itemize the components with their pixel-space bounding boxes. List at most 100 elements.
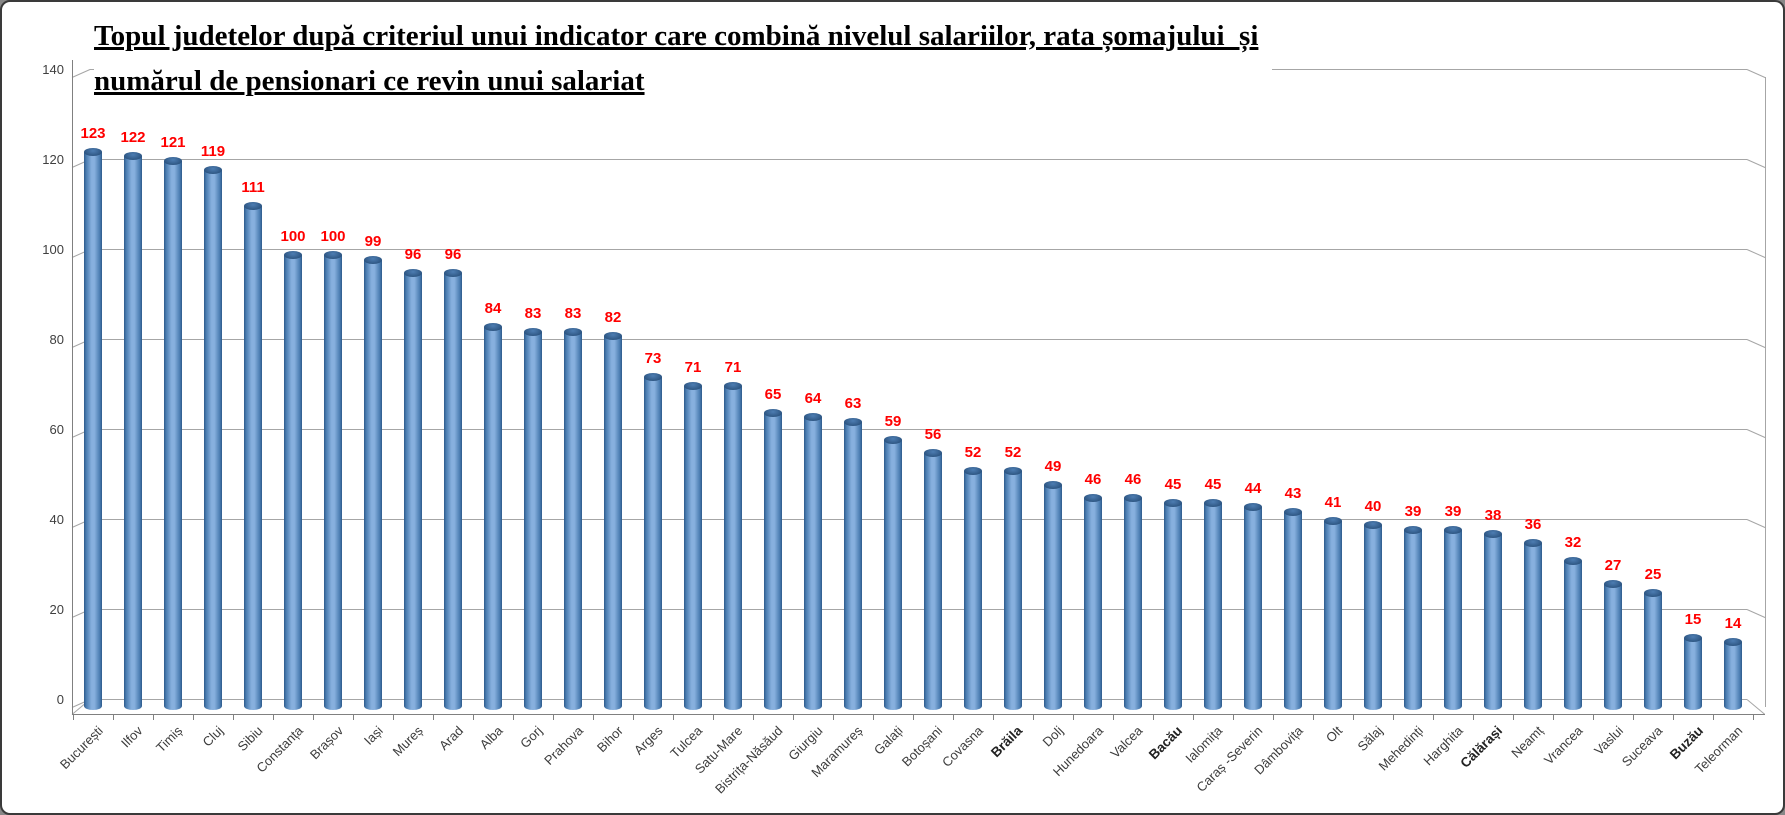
- bar: [844, 421, 862, 710]
- bar: [1364, 525, 1382, 710]
- bar: [244, 205, 262, 710]
- x-axis-tick: [73, 714, 74, 720]
- chart-title-line2: numărul de pensionari ce revin unui sala…: [94, 65, 645, 97]
- bar: [684, 385, 702, 710]
- x-axis-tick: [1513, 714, 1514, 720]
- category-label: Mureș: [389, 723, 426, 760]
- bar-value-label: 82: [604, 309, 622, 326]
- bar: [1644, 592, 1662, 710]
- gridline-20: [90, 609, 1747, 610]
- gridline-100: [90, 249, 1747, 250]
- bar-value-label: 59: [884, 412, 902, 430]
- bar-top-cap: [1044, 480, 1062, 489]
- bar-value-label: 121: [160, 133, 186, 151]
- category-label: Dolj: [1039, 723, 1066, 750]
- category-label: Arges: [630, 723, 666, 758]
- x-axis-tick: [1393, 714, 1394, 720]
- bar-top-cap: [1724, 638, 1742, 646]
- bar-value-label: 65: [764, 385, 782, 403]
- bar: [484, 327, 502, 710]
- bar: [884, 439, 902, 710]
- bar-value-label: 71: [684, 358, 702, 376]
- x-axis-tick: [353, 714, 354, 720]
- gridline-40: [90, 519, 1747, 520]
- bar: [1044, 484, 1062, 710]
- bar-value-label: 100: [320, 228, 346, 245]
- y-axis-label-100: 100: [42, 242, 64, 257]
- bar-value-label: 15: [1684, 610, 1702, 628]
- gridline-tail-120: [1746, 159, 1766, 168]
- category-label: București: [56, 723, 106, 772]
- bar: [1724, 642, 1742, 710]
- bar-value-label: 111: [241, 178, 265, 196]
- bar: [1484, 534, 1502, 710]
- bar: [444, 273, 462, 710]
- y-axis-label-0: 0: [56, 692, 64, 707]
- bar-value-label: 123: [80, 124, 106, 142]
- x-axis-tick: [1113, 714, 1114, 720]
- category-label: Galați: [870, 723, 906, 758]
- category-label: Arad: [435, 723, 466, 754]
- bar-top-cap: [1484, 530, 1502, 538]
- x-axis-tick: [833, 714, 834, 720]
- bar-value-label: 38: [1484, 507, 1502, 524]
- bar: [1564, 561, 1582, 710]
- bar-top-cap: [1564, 557, 1582, 565]
- category-label: Botoșani: [899, 723, 946, 770]
- bar-value-label: 39: [1404, 502, 1422, 520]
- x-axis-tick: [1033, 714, 1034, 720]
- x-axis-tick: [473, 714, 474, 720]
- gridline-tail-60: [1746, 429, 1766, 438]
- bar-value-label: 45: [1204, 475, 1222, 493]
- bar-top-cap: [484, 323, 502, 331]
- bar-top-cap: [684, 381, 702, 390]
- y-axis-label-40: 40: [49, 512, 64, 527]
- category-label: Vrancea: [1541, 723, 1586, 768]
- gridline-tail-140: [1746, 69, 1766, 78]
- gridline-120: [90, 159, 1747, 160]
- bar: [644, 376, 662, 710]
- bar: [1164, 502, 1182, 710]
- category-label: Cluj: [199, 723, 226, 750]
- x-axis-tick: [913, 714, 914, 720]
- x-axis-tick: [1673, 714, 1674, 720]
- bar-top-cap: [1004, 467, 1022, 475]
- bar-top-cap: [444, 269, 462, 277]
- bar-value-label: 25: [1644, 565, 1662, 583]
- bar-value-label: 52: [964, 444, 982, 461]
- bar-value-label: 41: [1324, 493, 1342, 511]
- bar-value-label: 32: [1564, 534, 1582, 551]
- bar-top-cap: [1204, 498, 1222, 507]
- x-axis-tick: [1353, 714, 1354, 720]
- category-label: Vaslui: [1590, 723, 1626, 758]
- bar: [764, 412, 782, 710]
- category-label: Brașov: [306, 723, 346, 763]
- bar-value-label: 27: [1604, 556, 1622, 574]
- x-axis-tick: [193, 714, 194, 720]
- bar-value-label: 43: [1284, 484, 1302, 502]
- gridline-tail-40: [1746, 519, 1766, 528]
- category-label: Covasna: [938, 723, 986, 770]
- bar: [164, 160, 182, 710]
- x-axis-tick: [513, 714, 514, 720]
- x-axis-tick: [1633, 714, 1634, 720]
- bar-top-cap: [1604, 579, 1622, 588]
- category-label: Timiș: [153, 723, 186, 756]
- bar-value-label: 96: [404, 246, 422, 263]
- bar-top-cap: [1164, 498, 1182, 507]
- bar-value-label: 40: [1364, 498, 1382, 515]
- x-axis-tick: [393, 714, 394, 720]
- category-label: Valcea: [1107, 723, 1146, 762]
- x-axis-tick: [1073, 714, 1074, 720]
- bar-value-label: 119: [200, 142, 226, 160]
- bar-value-label: 83: [564, 304, 582, 322]
- bar: [924, 453, 942, 710]
- bar-top-cap: [804, 413, 822, 421]
- bar-value-label: 96: [444, 246, 462, 263]
- bar: [604, 336, 622, 710]
- bar-top-cap: [1084, 494, 1102, 502]
- bar-top-cap: [884, 435, 902, 444]
- bar: [724, 385, 742, 710]
- gridline-tail-100: [1746, 249, 1766, 258]
- y-axis-label-20: 20: [49, 602, 64, 617]
